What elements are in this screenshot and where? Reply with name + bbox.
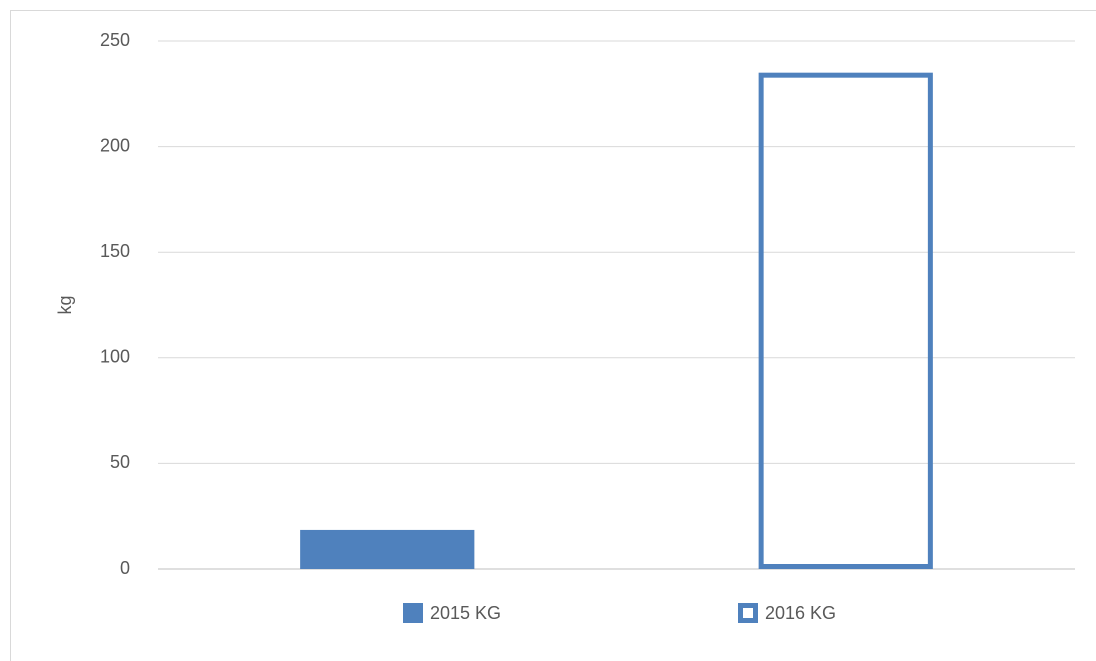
y-tick-label: 50 <box>110 452 130 472</box>
y-axis-label: kg <box>55 295 75 314</box>
y-tick-label: 100 <box>100 347 130 367</box>
legend-label: 2015 KG <box>430 603 501 623</box>
legend-label: 2016 KG <box>765 603 836 623</box>
legend-swatch <box>738 603 758 623</box>
legend-swatch <box>403 603 423 623</box>
y-tick-label: 200 <box>100 135 130 155</box>
y-tick-label: 150 <box>100 241 130 261</box>
chart-frame <box>10 10 1096 661</box>
y-tick-label: 0 <box>120 558 130 578</box>
bar <box>300 529 475 569</box>
y-tick-label: 250 <box>100 30 130 50</box>
bar <box>758 72 933 570</box>
